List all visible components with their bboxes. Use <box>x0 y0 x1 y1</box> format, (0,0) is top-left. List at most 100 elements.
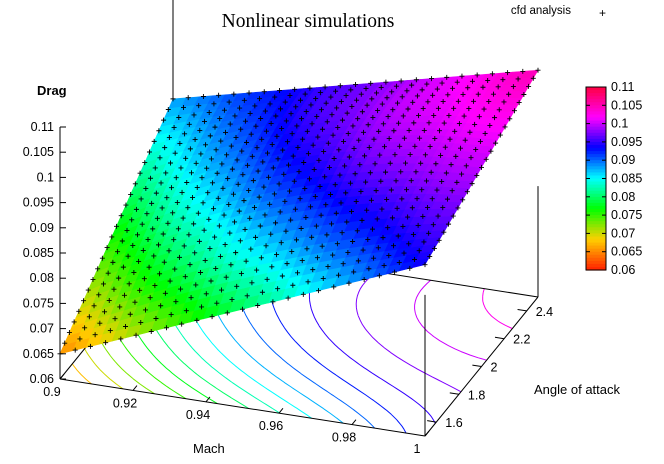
cfd-marker <box>141 276 147 282</box>
cfd-marker <box>251 205 257 211</box>
cfd-marker <box>194 317 200 323</box>
cfd-marker <box>170 210 176 216</box>
cfd-marker <box>333 88 339 94</box>
cfd-marker <box>250 178 256 184</box>
colorbox-segment <box>586 242 606 247</box>
cfd-marker <box>145 237 151 243</box>
colorbox-segment <box>586 199 606 204</box>
cfd-marker <box>171 237 177 243</box>
cfd-marker <box>307 85 313 91</box>
cfd-marker <box>163 325 169 331</box>
colorbox-segment <box>586 172 606 177</box>
colorbox-segment <box>586 218 606 222</box>
cfd-marker <box>349 209 354 215</box>
cfd-marker <box>243 258 249 264</box>
cfd-marker <box>233 134 239 140</box>
legend-label: cfd analysis <box>511 5 571 17</box>
colorbox-segment <box>586 90 606 94</box>
cfd-markers <box>57 67 541 357</box>
cfd-marker <box>352 171 358 177</box>
cfd-marker <box>469 181 475 187</box>
cfd-marker <box>148 329 154 335</box>
cfd-marker <box>202 118 207 124</box>
cfd-marker <box>521 92 527 98</box>
cfd-marker <box>431 245 437 251</box>
cfd-marker <box>96 292 102 298</box>
cfd-marker <box>409 82 415 88</box>
cfd-marker <box>112 316 118 322</box>
cfd-marker <box>274 252 280 258</box>
cfd-marker <box>183 155 189 161</box>
cfd-marker <box>246 90 252 96</box>
cfd-marker <box>289 131 295 137</box>
cfd-marker <box>222 242 228 248</box>
colorbox-segment <box>586 196 606 201</box>
cfd-marker <box>213 147 219 153</box>
cfd-marker <box>302 91 308 97</box>
cfd-marker <box>164 195 170 201</box>
cfd-marker <box>450 85 456 91</box>
x-tick-label: 0.94 <box>186 408 210 422</box>
cfd-marker <box>308 102 314 108</box>
cfd-marker <box>256 194 262 200</box>
colorbox-tick-label: 0.06 <box>611 263 635 277</box>
colorbox-segment <box>586 205 606 210</box>
colorbox-segment <box>586 99 606 103</box>
cfd-marker <box>177 140 183 146</box>
colorbox-tick-label: 0.065 <box>611 245 642 259</box>
cfd-marker <box>292 206 298 212</box>
colorbox-segment <box>586 151 606 155</box>
cfd-marker <box>237 238 243 244</box>
cfd-marker <box>429 76 435 82</box>
cfd-marker <box>453 153 459 159</box>
cfd-marker <box>216 92 222 98</box>
cfd-marker <box>198 151 204 157</box>
cfd-marker <box>398 78 404 84</box>
cfd-marker <box>236 208 242 214</box>
cfd-marker <box>429 196 435 202</box>
cfd-marker <box>175 226 181 232</box>
cfd-marker <box>335 124 341 130</box>
z-tick-label: 0.065 <box>23 347 54 361</box>
cfd-marker <box>158 180 164 186</box>
cfd-marker <box>383 169 389 175</box>
cfd-marker <box>266 174 272 180</box>
cfd-marker <box>314 255 320 261</box>
cfd-marker <box>245 162 251 168</box>
z-tick-label: 0.1 <box>37 170 54 184</box>
cfd-marker <box>391 128 397 134</box>
colorbox-tick-label: 0.1 <box>611 117 628 131</box>
cfd-marker <box>383 79 389 85</box>
cfd-marker <box>223 129 228 135</box>
cfd-marker <box>516 100 522 106</box>
cfd-marker <box>200 93 206 99</box>
cfd-marker <box>123 202 129 208</box>
cfd-marker <box>107 328 113 334</box>
colorbox-segment <box>586 117 606 122</box>
cfd-marker <box>277 209 283 215</box>
cfd-marker <box>167 278 173 284</box>
cfd-marker <box>351 145 357 151</box>
cfd-marker <box>282 99 288 105</box>
cfd-marker <box>299 258 305 264</box>
cfd-marker <box>398 169 404 175</box>
cfd-marker <box>242 226 248 232</box>
cfd-marker <box>138 196 144 202</box>
cfd-marker <box>372 161 378 167</box>
cfd-marker <box>71 319 77 325</box>
cfd-marker <box>231 91 237 97</box>
cfd-marker <box>449 188 455 194</box>
cfd-marker <box>474 173 480 179</box>
cfd-marker <box>137 170 143 176</box>
cfd-marker <box>410 232 416 238</box>
x-tick-label: 0.9 <box>43 385 60 399</box>
cfd-marker <box>138 319 144 325</box>
cfd-marker <box>358 189 364 195</box>
cfd-marker <box>170 96 176 102</box>
cfd-marker <box>172 266 178 272</box>
cfd-marker <box>440 205 446 211</box>
cfd-marker <box>330 132 336 138</box>
cfd-marker <box>471 98 477 104</box>
cfd-marker <box>211 101 217 107</box>
cfd-marker <box>276 181 282 187</box>
